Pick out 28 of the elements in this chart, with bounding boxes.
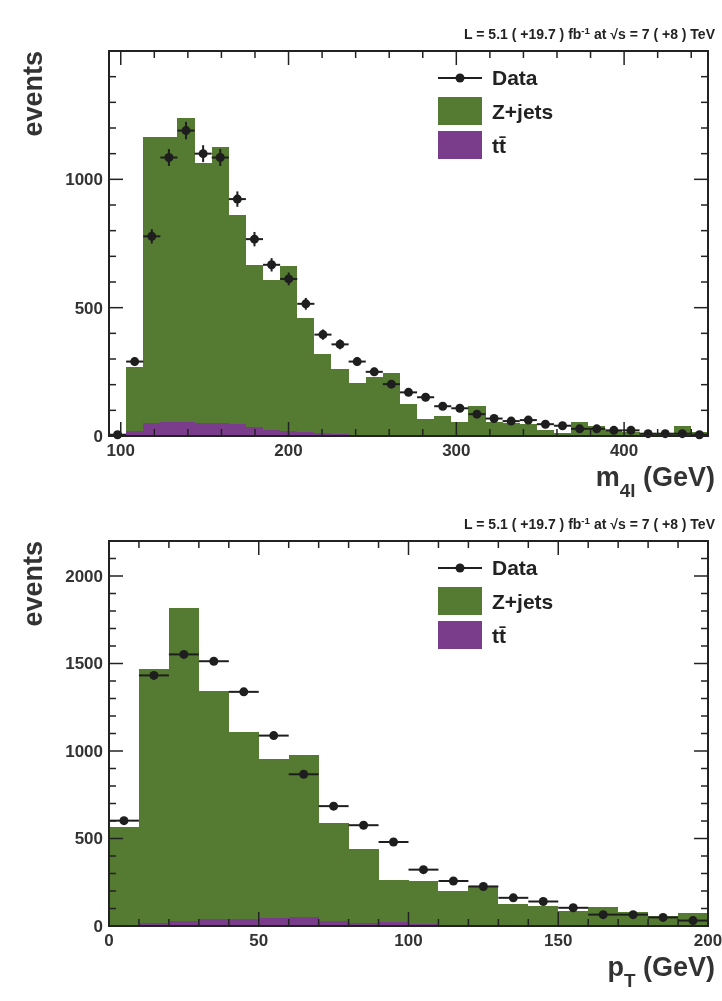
legend-label: Z+jets	[492, 100, 554, 124]
y-tick-label: 0	[93, 426, 103, 446]
x-tick-label: 300	[442, 441, 471, 460]
x-axis-title: m$_{4l}$ (GeV)	[595, 462, 715, 501]
x-tick-label: 100	[106, 441, 135, 460]
y-tick-label: 500	[74, 298, 103, 318]
legend-label: tt̄	[492, 134, 507, 158]
chart-title: L = 5.1 ( +19.7 ) fb$^{-1}$ at √s = 7 ( +8 ) TeV	[464, 514, 716, 532]
x-tick-label: 400	[609, 441, 639, 460]
y-axis-title: events	[18, 51, 48, 137]
x-tick-label: 200	[274, 441, 303, 460]
y-tick-label: 1000	[65, 741, 103, 761]
y-tick-label: 0	[93, 916, 103, 936]
x-tick-label: 100	[394, 931, 423, 950]
x-tick-label: 150	[544, 931, 573, 950]
y-tick-label: 500	[74, 829, 103, 849]
legend-label: Data	[492, 556, 538, 580]
legend-label: tt̄	[492, 624, 507, 648]
x-tick-label: 50	[249, 931, 269, 950]
legend-label: Z+jets	[492, 590, 554, 614]
x-axis-title: p$_{T}$ (GeV)	[607, 952, 715, 991]
x-tick-label: 200	[693, 931, 722, 950]
y-tick-label: 1500	[65, 654, 103, 674]
y-tick-label: 2000	[65, 566, 103, 586]
chart-title: L = 5.1 ( +19.7 ) fb$^{-1}$ at √s = 7 ( +8 ) TeV	[464, 24, 716, 42]
y-axis-title: events	[18, 541, 48, 627]
y-tick-label: 1000	[65, 170, 103, 190]
legend-label: Data	[492, 66, 538, 90]
